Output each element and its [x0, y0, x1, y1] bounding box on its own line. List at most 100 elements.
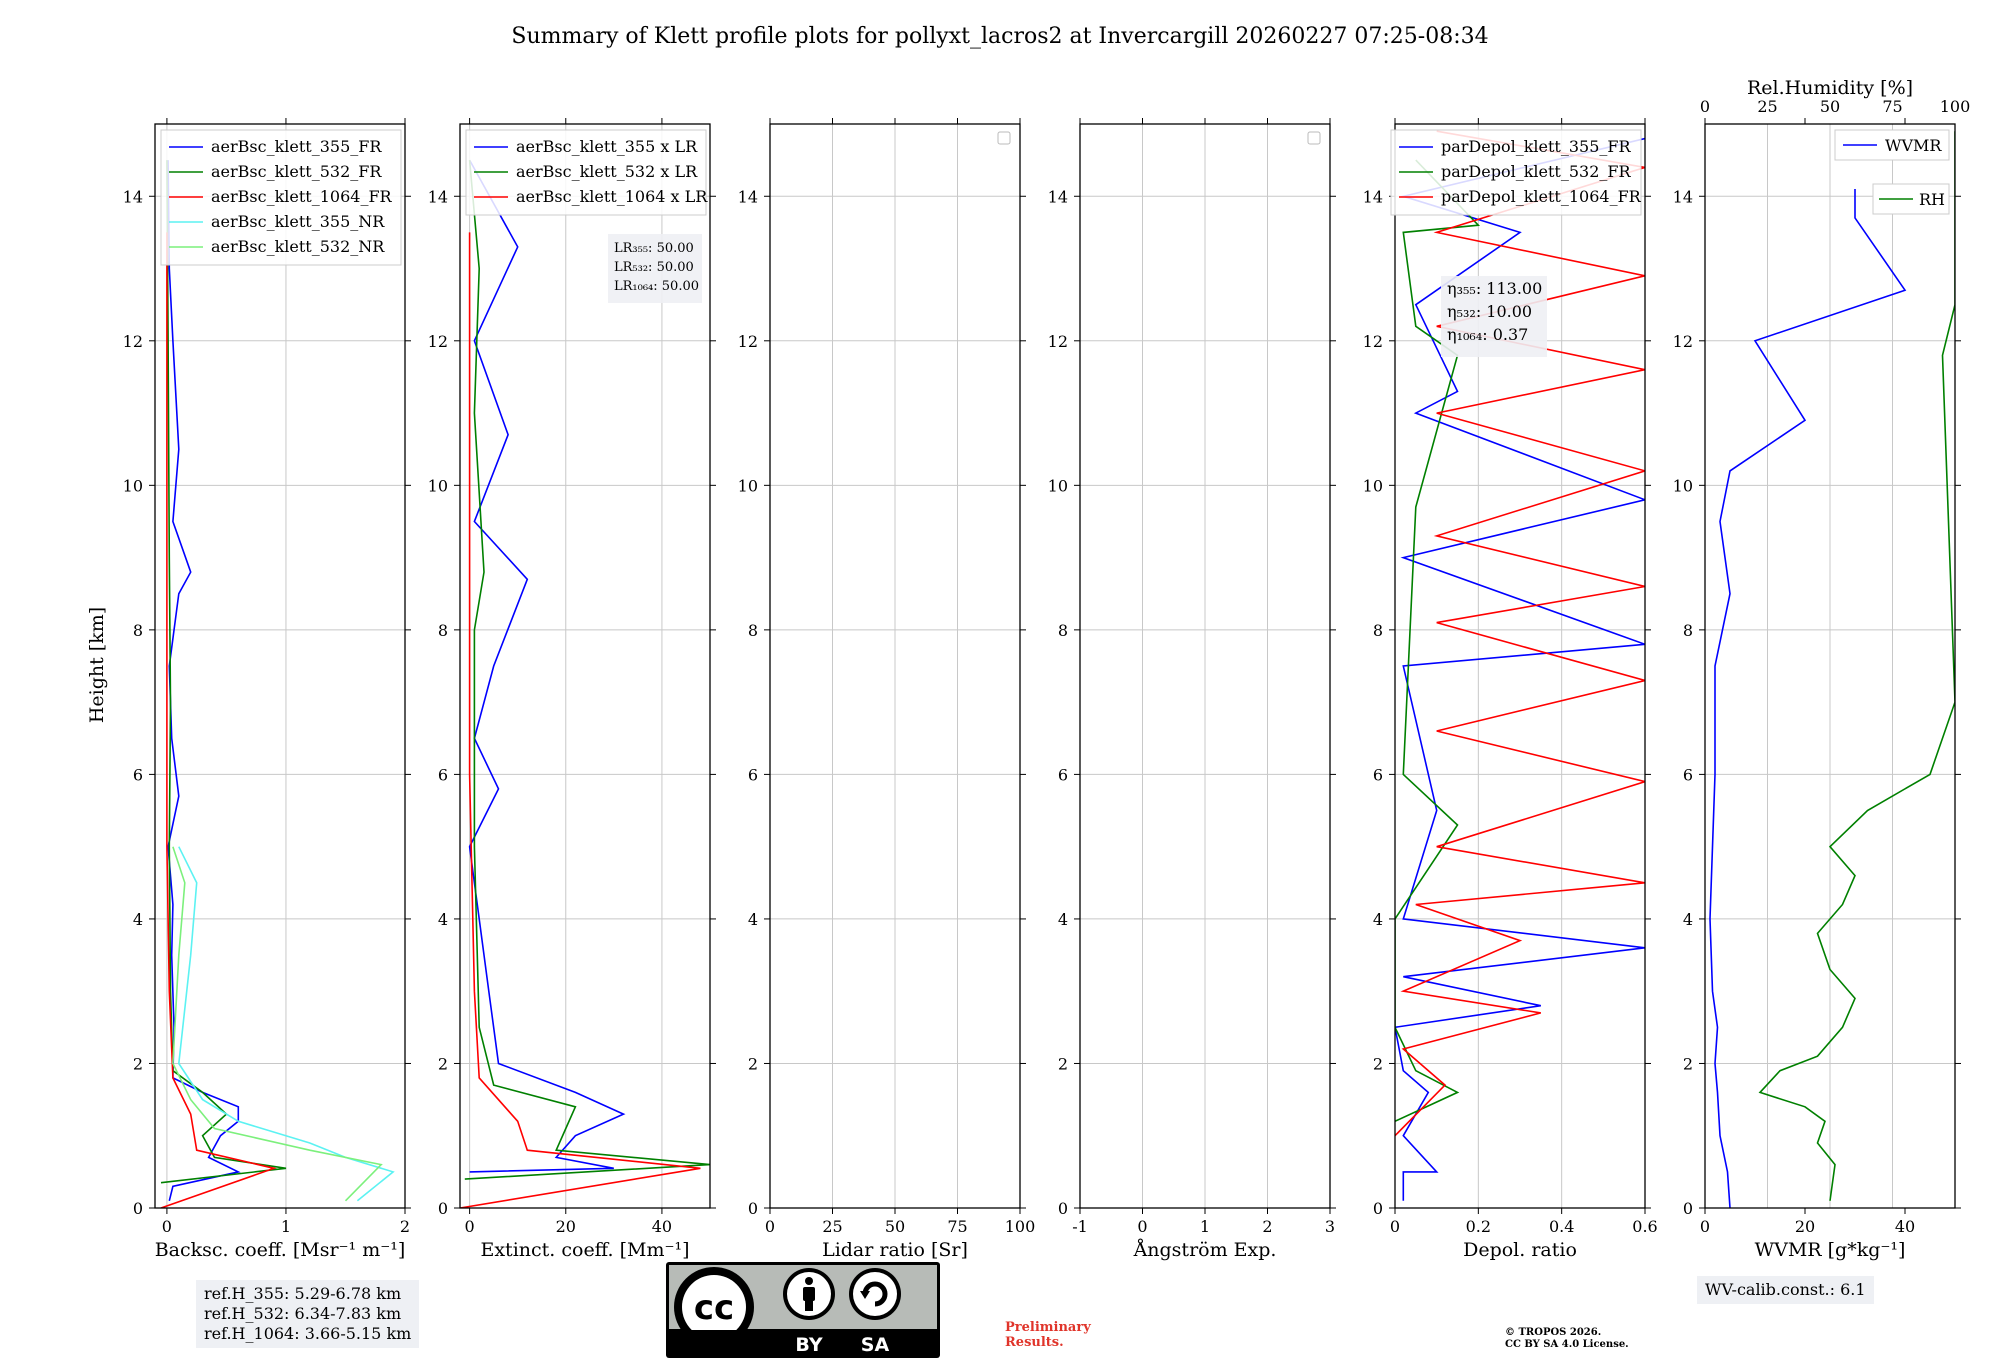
x-tick-label: 100	[1005, 1217, 1036, 1236]
legend-label: parDepol_klett_1064_FR	[1441, 187, 1642, 206]
x-tick-label: 40	[1895, 1217, 1915, 1236]
x-tick-label: 0.6	[1632, 1217, 1657, 1236]
legend: WVMR RH	[1834, 129, 1950, 215]
y-tick-label: 12	[1363, 332, 1383, 351]
legend-label: aerBsc_klett_532_FR	[211, 162, 382, 181]
legend-label: aerBsc_klett_355_FR	[211, 137, 382, 156]
x-tick-label: 1	[1200, 1217, 1210, 1236]
legend-label: aerBsc_klett_532 x LR	[516, 162, 698, 181]
series-line-aerBsc_klett_355 x LR	[468, 159, 626, 1173]
y-tick-label: 12	[123, 332, 143, 351]
top-x-tick-label: 25	[1757, 97, 1777, 116]
panel-extinction: 0 20 40 0 2 4 6 8 10 12 14 Extinct. coeff. [Mm⁻¹] ae…	[428, 118, 716, 1261]
x-axis-label: Ångström Exp.	[1133, 1239, 1277, 1261]
sa-label: SA	[861, 1334, 890, 1356]
legend: parDepol_klett_355_FR parDepol_klett_532_…	[1390, 129, 1642, 216]
x-tick-label: 2	[400, 1217, 410, 1236]
annotation-box: LR₃₅₅: 50.00 LR₅₃₂: 50.00 LR₁₀₆₄: 50.00	[608, 234, 702, 303]
y-tick-label: 8	[1373, 621, 1383, 640]
wv-calib-box: WV-calib.const.: 6.1	[1697, 1276, 1874, 1304]
y-tick-label: 8	[748, 621, 758, 640]
copyright-line-2: CC BY SA 4.0 License.	[1505, 1339, 1629, 1350]
cc-mark: cc	[694, 1288, 734, 1328]
series-line-aerBsc_klett_532_FR	[160, 160, 287, 1184]
cc-license-badge: cc BY SA	[666, 1262, 940, 1358]
annotation-bg	[608, 234, 702, 303]
y-tick-label: 8	[1058, 621, 1068, 640]
y-tick-label: 0	[1683, 1199, 1693, 1218]
y-tick-label: 4	[1058, 910, 1068, 929]
x-tick-label: 75	[947, 1217, 967, 1236]
x-tick-label: 0.4	[1549, 1217, 1574, 1236]
y-tick-label: 0	[748, 1199, 758, 1218]
x-tick-label: 20	[1795, 1217, 1815, 1236]
legend-label: aerBsc_klett_355_NR	[211, 212, 385, 231]
top-x-tick-label: 100	[1940, 97, 1971, 116]
y-tick-label: 14	[1363, 187, 1383, 206]
ref-height-box: ref.H_355: 5.29-6.78 km ref.H_532: 6.34-…	[196, 1280, 420, 1348]
legend-label: WVMR	[1885, 136, 1942, 155]
y-tick-label: 2	[133, 1054, 143, 1073]
x-tick-label: 0	[1700, 1217, 1710, 1236]
series-line-aerBsc_klett_1064 x LR	[460, 232, 701, 1208]
annotation-bg	[1441, 276, 1547, 357]
legend: aerBsc_klett_355 x LR aerBsc_klett_532 x …	[465, 129, 708, 216]
y-tick-label: 6	[438, 765, 448, 784]
y-tick-label: 12	[1673, 332, 1693, 351]
y-tick-label: 12	[738, 332, 758, 351]
legend-label: aerBsc_klett_1064_FR	[211, 187, 393, 206]
y-tick-label: 10	[428, 476, 448, 495]
annotation-line: LR₁₀₆₄: 50.00	[614, 279, 699, 294]
y-tick-label: 2	[1058, 1054, 1068, 1073]
y-tick-label: 14	[123, 187, 143, 206]
ref-height-355: ref.H_355: 5.29-6.78 km	[204, 1284, 402, 1303]
panel-frame	[459, 123, 711, 1209]
panel-frame	[154, 123, 406, 1209]
y-tick-label: 6	[133, 765, 143, 784]
y-axis-label: Height [km]	[86, 607, 108, 723]
y-tick-label: 10	[738, 476, 758, 495]
x-tick-label: 3	[1325, 1217, 1335, 1236]
ref-height-1064: ref.H_1064: 3.66-5.15 km	[204, 1324, 412, 1343]
y-tick-label: 10	[123, 476, 143, 495]
series-line-aerBsc_klett_355_FR	[167, 160, 241, 1201]
x-tick-label: 50	[885, 1217, 905, 1236]
x-tick-label: 0	[765, 1217, 775, 1236]
legend-label: aerBsc_klett_1064 x LR	[516, 187, 708, 206]
y-tick-label: 6	[1373, 765, 1383, 784]
x-axis-label: Lidar ratio [Sr]	[822, 1239, 968, 1261]
preliminary-line-2: Results.	[1005, 1335, 1064, 1350]
y-tick-label: 8	[133, 621, 143, 640]
x-axis-label: Extinct. coeff. [Mm⁻¹]	[480, 1239, 689, 1261]
y-tick-label: 8	[1683, 621, 1693, 640]
series-line-aerBsc_klett_1064_FR	[160, 232, 277, 1208]
y-tick-label: 0	[1058, 1199, 1068, 1218]
x-tick-label: 0	[465, 1217, 475, 1236]
y-tick-label: 14	[428, 187, 448, 206]
annotation-line: η₃₅₅: 113.00	[1447, 279, 1542, 298]
x-axis-label: WVMR [g*kg⁻¹]	[1755, 1239, 1906, 1261]
x-tick-label: -1	[1072, 1217, 1088, 1236]
y-tick-label: 14	[738, 187, 758, 206]
preliminary-line-1: Preliminary	[1005, 1320, 1091, 1335]
panel-wvmr: 0 20 40 0 25 50 75 100 Rel.Humidity [%] 0 2 4 6 8 10 12…	[1673, 77, 1971, 1261]
copyright-note: © TROPOS 2026. CC BY SA 4.0 License.	[1505, 1327, 1705, 1351]
y-tick-label: 0	[438, 1199, 448, 1218]
annotation-line: η₁₀₆₄: 0.37	[1447, 325, 1528, 344]
y-tick-label: 4	[133, 910, 143, 929]
series-line-aerBsc_klett_532_NR	[172, 846, 383, 1202]
y-tick-label: 4	[748, 910, 758, 929]
y-tick-label: 4	[1373, 910, 1383, 929]
x-tick-label: 40	[652, 1217, 672, 1236]
legend-label: RH	[1919, 190, 1945, 209]
panel-depol: 0 0.2 0.4 0.6 0 2 4 6 8 10 12 14 Depol. ratio parDepo…	[1363, 118, 1658, 1261]
x-tick-label: 0	[1137, 1217, 1147, 1236]
x-tick-label: 1	[281, 1217, 291, 1236]
series-line-parDepol_klett_532_FR	[1395, 159, 1481, 1123]
x-tick-label: 2	[1262, 1217, 1272, 1236]
legend-label: parDepol_klett_355_FR	[1441, 137, 1632, 156]
y-tick-label: 6	[748, 765, 758, 784]
